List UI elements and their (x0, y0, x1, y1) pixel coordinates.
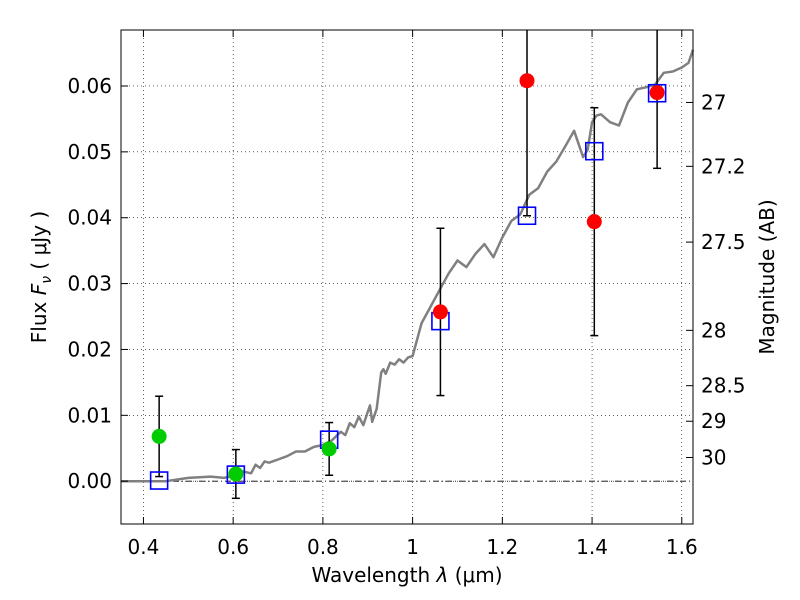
x-tick-label: 1.6 (666, 535, 698, 559)
plot-frame (120, 29, 694, 525)
y-tick-label: 0.06 (67, 74, 112, 98)
model-photometry-square (149, 471, 169, 490)
x-tick-label: 0.8 (307, 535, 339, 559)
plot-background (121, 30, 693, 524)
y2-tick-label: 27.2 (701, 154, 746, 178)
observed-photometry-points (151, 73, 665, 482)
nir-detections-point (432, 304, 448, 320)
y-tick-label: 0.05 (67, 140, 112, 164)
y2-tick-label: 28.5 (701, 374, 746, 398)
y2-tick-label: 29 (701, 409, 726, 433)
model-photometry-square (517, 206, 537, 226)
optical-detections-point (228, 466, 244, 482)
y-tick-label: 0.01 (67, 403, 112, 427)
x-axis-label: Wavelength λ (μm) (311, 563, 502, 587)
y-tick-label: 0.04 (67, 206, 112, 230)
model-sed-line (121, 49, 695, 483)
model-photometry-square (647, 83, 667, 103)
nir-detections-point (649, 85, 665, 101)
nir-detections-point (586, 214, 602, 230)
x-tick-label: 1.2 (486, 535, 518, 559)
y-tick-label: 0.02 (67, 337, 112, 361)
y-tick-label: 0.03 (67, 272, 112, 296)
y2-tick-label: 27.5 (701, 230, 746, 254)
y-axis-symbol-subscript: ν (39, 276, 55, 284)
y2-axis-label: Magnitude (AB) (755, 199, 779, 354)
model-photometry-square (226, 465, 246, 484)
x-tick-label: 0.6 (217, 535, 249, 559)
x-axis-label-text: Wavelength (311, 563, 430, 587)
x-tick-label: 1 (406, 535, 419, 559)
y-axis-symbol: F (27, 283, 51, 295)
optical-detections-point (151, 428, 167, 444)
y2-tick-label: 27 (701, 90, 726, 114)
y-axis-label: Flux Fν ( μJy ) (27, 211, 55, 343)
y-axis-label-text: Flux (27, 301, 51, 343)
y-axis-unit: ( μJy ) (27, 211, 51, 270)
model-photometry-points (149, 83, 667, 490)
x-tick-label: 1.4 (576, 535, 608, 559)
y-tick-label: 0.00 (67, 469, 112, 493)
axis-ticks: 0.4 0.6 0.8 1 1.2 1.4 1.6 0.00 0.01 0.02 0.03 0.04 0… (67, 30, 746, 559)
x-tick-label: 0.4 (128, 535, 160, 559)
x-axis-symbol: λ (436, 563, 449, 587)
nir-detections-point (519, 73, 535, 89)
optical-detections-point (321, 441, 337, 457)
y2-tick-label: 28 (701, 318, 726, 342)
x-axis-unit: (μm) (455, 563, 503, 587)
model-photometry-square (585, 141, 604, 161)
y2-tick-label: 30 (701, 445, 726, 469)
